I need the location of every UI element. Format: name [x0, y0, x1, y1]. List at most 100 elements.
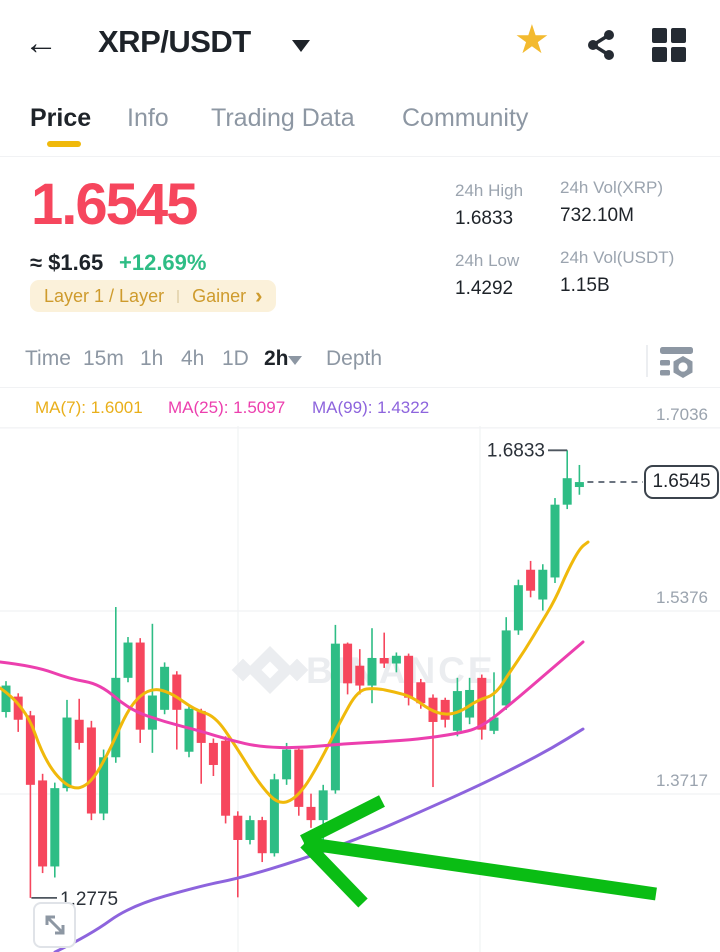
- favorite-star-icon[interactable]: ★: [514, 18, 550, 62]
- candle-body: [477, 677, 487, 730]
- candle-body: [538, 569, 548, 600]
- candle-body: [25, 715, 35, 785]
- high-marker-label: 1.6833: [487, 440, 545, 461]
- candle-body: [294, 749, 304, 807]
- active-tab-underline: [47, 141, 81, 147]
- depth-button[interactable]: Depth: [326, 347, 383, 370]
- candle-body: [282, 749, 292, 780]
- divider: [0, 387, 720, 388]
- last-price-axis-label: 1.6545: [644, 465, 719, 499]
- candle-body: [147, 695, 157, 730]
- tab-trading-data[interactable]: Trading Data: [211, 104, 355, 132]
- ma99-label: MA(99): 1.4322: [312, 398, 430, 417]
- candle-wick: [237, 811, 239, 898]
- candle-body: [13, 696, 23, 720]
- candle-body: [74, 719, 84, 743]
- candle-body: [233, 815, 243, 840]
- green-arrow-annotation: [303, 836, 657, 901]
- candle-wick: [200, 708, 202, 784]
- fullscreen-expand-button[interactable]: [33, 902, 76, 948]
- candle-body: [221, 740, 231, 816]
- candle-body: [550, 504, 560, 578]
- stat-24h-low: 24h Low 1.4292: [455, 251, 519, 300]
- candle-body: [86, 727, 96, 814]
- interval-1h[interactable]: 1h: [140, 347, 164, 370]
- candle-body: [501, 630, 511, 706]
- candle-wick: [29, 710, 32, 898]
- last-price: 1.6545: [31, 172, 198, 237]
- candle-body: [245, 820, 255, 840]
- candlestick-chart[interactable]: 1.7036 1.5376 1.3717 BINANCE 1.6833 1.2775: [0, 390, 720, 952]
- candle-body: [404, 655, 414, 698]
- indicator-settings-icon[interactable]: [658, 344, 696, 387]
- candle-body: [343, 643, 353, 684]
- candle-wick: [432, 694, 434, 788]
- candle-wick: [151, 623, 154, 753]
- candle-body: [111, 677, 121, 758]
- candle-body: [257, 820, 267, 854]
- candle-body: [440, 699, 450, 720]
- chevron-down-icon[interactable]: [292, 40, 310, 52]
- candle-body: [135, 642, 145, 730]
- grid-apps-icon[interactable]: [652, 28, 686, 67]
- candle-body: [269, 779, 279, 854]
- binance-logo-watermark: [285, 658, 309, 682]
- stat-value: 1.15B: [560, 275, 610, 296]
- divider: [646, 345, 648, 377]
- interval-time[interactable]: Time: [25, 347, 71, 370]
- tag-divider: [177, 289, 180, 303]
- interval-1d[interactable]: 1D: [222, 347, 249, 370]
- interval-15m[interactable]: 15m: [83, 347, 124, 370]
- candle-body: [391, 655, 401, 664]
- candle-body: [172, 674, 182, 710]
- candle-body: [318, 790, 328, 821]
- candle-body: [196, 710, 206, 743]
- share-icon[interactable]: [584, 28, 618, 67]
- candle-body: [306, 806, 316, 821]
- candle-wick: [176, 671, 178, 750]
- y-axis-tick-label: 1.5376: [656, 588, 708, 607]
- candle-body: [465, 689, 475, 718]
- candle-body: [416, 682, 426, 704]
- candle-body: [513, 585, 523, 631]
- tag-category: Layer 1 / Layer: [44, 285, 165, 306]
- category-tag-pill[interactable]: Layer 1 / Layer Gainer ›: [30, 280, 277, 312]
- candle-body: [355, 665, 365, 686]
- candle-body: [62, 717, 72, 789]
- stat-24h-vol-usdt: 24h Vol(USDT) 1.15B: [560, 248, 674, 297]
- green-arrow-annotation: [300, 838, 368, 908]
- ma7-line: [0, 540, 590, 804]
- candle-body: [526, 569, 536, 591]
- y-axis-tick-label: 1.7036: [656, 405, 708, 424]
- tag-badge: Gainer: [192, 285, 247, 306]
- candle-body: [208, 742, 218, 765]
- tab-info[interactable]: Info: [127, 104, 169, 132]
- candle-body: [574, 482, 584, 488]
- interval-4h[interactable]: 4h: [181, 347, 205, 370]
- stat-label: 24h Vol(USDT): [560, 248, 675, 267]
- stat-value: 732.10M: [560, 205, 634, 226]
- pair-selector[interactable]: XRP/USDT: [98, 24, 251, 59]
- interval-selected-2h[interactable]: 2h: [264, 347, 289, 370]
- binance-logo-watermark: [261, 661, 279, 679]
- candle-body: [489, 717, 499, 731]
- tab-price[interactable]: Price: [30, 104, 92, 132]
- stat-24h-vol-xrp: 24h Vol(XRP) 732.10M: [560, 178, 663, 227]
- chevron-right-icon: ›: [255, 283, 263, 308]
- tab-community[interactable]: Community: [402, 104, 529, 132]
- candle-body: [330, 643, 340, 791]
- ma25-label: MA(25): 1.5097: [168, 398, 286, 417]
- chevron-down-icon[interactable]: [288, 356, 302, 365]
- stat-label: 24h Vol(XRP): [560, 178, 663, 197]
- back-icon[interactable]: ←: [24, 24, 58, 62]
- candle-body: [50, 788, 60, 867]
- candle-body: [38, 780, 48, 867]
- candle-body: [562, 478, 572, 505]
- ma25-line: [0, 640, 585, 750]
- stat-value: 1.4292: [455, 278, 514, 299]
- candle-body: [160, 666, 170, 710]
- stat-label: 24h High: [455, 181, 524, 200]
- change-percent: +12.69%: [119, 250, 207, 275]
- candle-body: [367, 657, 377, 686]
